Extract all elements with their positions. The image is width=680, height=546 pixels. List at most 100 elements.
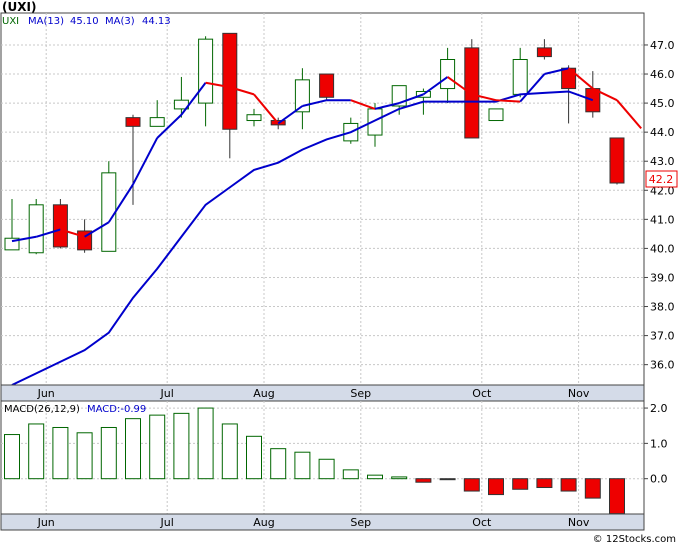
ma3-segment-25 bbox=[592, 87, 618, 102]
candle-body-12 bbox=[294, 79, 310, 113]
price-y-tick-label-7: 43.0 bbox=[650, 155, 675, 168]
candle-body-8 bbox=[198, 38, 214, 104]
price-x-axis-strip bbox=[0, 384, 645, 402]
ma3-segment-1 bbox=[11, 235, 37, 243]
price-x-tick-label-jul: Jul bbox=[160, 387, 174, 400]
candle-body-22 bbox=[536, 47, 552, 58]
legend-ma13-name: MA(13) bbox=[28, 16, 64, 27]
macd-y-tick-label-1: 1.0 bbox=[650, 437, 668, 450]
legend-ticker: UXI bbox=[2, 16, 19, 27]
price-y-tick-label-6: 42.0 bbox=[650, 184, 675, 197]
macd-plot-frame bbox=[0, 400, 645, 515]
macd-bar-1 bbox=[28, 423, 45, 480]
ma3-segment-15 bbox=[350, 99, 376, 110]
ma3-segment-8 bbox=[180, 82, 207, 116]
macd-title: MACD(26,12,9) bbox=[4, 404, 80, 415]
legend-ma13-value: 45.10 bbox=[70, 16, 99, 27]
ma3-segment-13 bbox=[302, 99, 327, 107]
candle-body-10 bbox=[246, 114, 262, 122]
ma3-segment-20 bbox=[471, 93, 497, 102]
macd-bar-9 bbox=[221, 423, 238, 480]
candle-10 bbox=[246, 108, 262, 127]
price-panel: 36.0 37.0 38.0 39.0 40.0 41.0 42.0 43.0 44.0 45.0… bbox=[0, 12, 678, 386]
candle-20 bbox=[488, 108, 504, 122]
macd-bar-6 bbox=[149, 414, 166, 480]
macd-bar-0 bbox=[4, 434, 20, 480]
macd-bar-13 bbox=[318, 458, 335, 480]
candle-body-5 bbox=[125, 117, 141, 127]
price-y-tick-label-3: 39.0 bbox=[650, 271, 675, 284]
ma3-segment-7 bbox=[156, 113, 183, 139]
candle-body-13 bbox=[319, 73, 335, 98]
price-x-tick-label-oct: Oct bbox=[472, 387, 492, 400]
candle-body-9 bbox=[222, 32, 238, 130]
candle-21 bbox=[512, 47, 528, 98]
macd-y-ticks: 2.0 1.0 0.0 bbox=[644, 402, 668, 486]
price-x-tick-label-sep: Sep bbox=[350, 387, 371, 400]
ma3-segment-2 bbox=[35, 228, 61, 238]
macd-bar-12 bbox=[294, 451, 311, 480]
candle-1 bbox=[28, 199, 44, 255]
price-x-tick-label-jun: Jun bbox=[37, 387, 55, 400]
price-plot-frame bbox=[0, 12, 645, 386]
macd-bars bbox=[4, 407, 625, 515]
candle-body-21 bbox=[512, 59, 528, 95]
candle-18 bbox=[440, 47, 456, 104]
last-price-label: 42.2 bbox=[649, 173, 674, 186]
legend-ma3-value: 44.13 bbox=[142, 16, 171, 27]
price-y-tick-label-2: 38.0 bbox=[650, 301, 675, 314]
price-y-tick-label-5: 41.0 bbox=[650, 213, 675, 226]
candle-19 bbox=[464, 39, 480, 139]
price-grid bbox=[1, 13, 644, 385]
candle-body-19 bbox=[464, 47, 480, 139]
macd-x-ticks: Jun Jul Aug Sep Oct Nov bbox=[37, 516, 590, 529]
candle-body-4 bbox=[101, 172, 117, 252]
ma3-segment-12 bbox=[277, 105, 303, 125]
macd-x-tick-label-jul: Jul bbox=[160, 516, 174, 529]
price-y-tick-label-1: 37.0 bbox=[650, 330, 675, 343]
macd-panel: 2.0 1.0 0.0 MACD(26,12,9) MACD:-0.99 bbox=[0, 400, 668, 515]
macd-bar-17 bbox=[415, 478, 432, 483]
candle-25 bbox=[609, 137, 625, 185]
macd-x-tick-label-nov: Nov bbox=[568, 516, 590, 529]
macd-bar-11 bbox=[270, 448, 287, 480]
price-y-tick-label-8: 44.0 bbox=[650, 126, 675, 139]
macd-bar-19 bbox=[463, 478, 480, 492]
ma3-segment-11 bbox=[253, 93, 279, 125]
macd-x-tick-label-sep: Sep bbox=[350, 516, 371, 529]
candle-body-18 bbox=[440, 59, 456, 90]
ma3-segment-4 bbox=[84, 221, 110, 238]
ma3-segment-3 bbox=[60, 228, 85, 238]
macd-bar-7 bbox=[173, 412, 190, 480]
macd-x-tick-label-jun: Jun bbox=[37, 516, 55, 529]
ma3-line bbox=[11, 67, 642, 243]
price-x-tick-label-nov: Nov bbox=[568, 387, 590, 400]
legend: UXI MA(13) 45.10 MA(3) 44.13 bbox=[2, 16, 171, 27]
ma3-segment-9 bbox=[205, 81, 230, 89]
macd-bar-2 bbox=[52, 426, 69, 480]
ma3-segment-24 bbox=[567, 67, 594, 90]
candle-13 bbox=[319, 73, 335, 101]
macd-bar-15 bbox=[367, 474, 383, 480]
macd-bar-3 bbox=[76, 432, 93, 480]
price-y-tick-label-4: 40.0 bbox=[650, 242, 675, 255]
macd-bar-5 bbox=[125, 418, 141, 480]
macd-bar-8 bbox=[197, 407, 214, 480]
macd-bar-24 bbox=[584, 478, 601, 499]
ma3-segment-10 bbox=[229, 86, 255, 96]
candle-6 bbox=[149, 100, 165, 127]
macd-bar-20 bbox=[488, 478, 504, 496]
ma3-segment-18 bbox=[422, 76, 449, 96]
macd-x-axis-strip bbox=[0, 513, 645, 531]
macd-bar-22 bbox=[536, 478, 553, 489]
macd-x-tick-label-aug: Aug bbox=[253, 516, 274, 529]
ma3-segment-5 bbox=[107, 183, 134, 223]
ma3-segment-23 bbox=[544, 67, 569, 76]
footer-credit: © 12Stocks.com bbox=[593, 534, 676, 545]
candle-9 bbox=[222, 32, 238, 159]
candle-12 bbox=[294, 68, 310, 130]
price-x-tick-label-aug: Aug bbox=[253, 387, 274, 400]
ma3-segment-26 bbox=[616, 99, 642, 130]
candle-body-2 bbox=[52, 204, 68, 248]
